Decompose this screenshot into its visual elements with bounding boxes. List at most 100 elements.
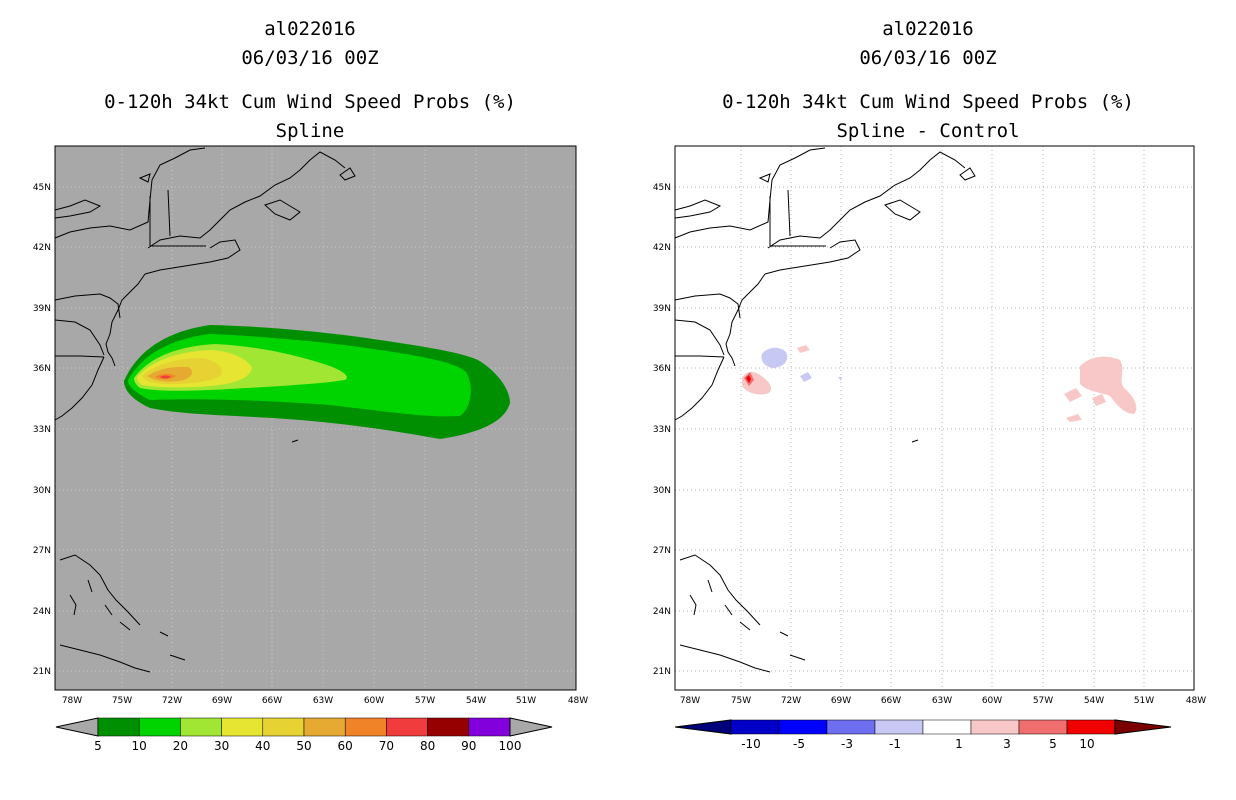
lon-label: 57W xyxy=(1033,696,1053,706)
lat-label: 45N xyxy=(33,183,51,193)
left-storm-id: al022016 xyxy=(264,18,356,40)
lon-label: 60W xyxy=(982,696,1002,706)
colorbar-swatch xyxy=(221,717,264,737)
diff-positive-area xyxy=(1080,356,1137,414)
colorbar-swatch xyxy=(386,717,428,737)
left-coastlines xyxy=(54,147,356,673)
diff-positive-area xyxy=(746,375,751,383)
colorbar-end-triangle xyxy=(674,719,732,735)
right-lat-labels: 45N 42N 39N 36N 33N 30N 27N 24N 21N xyxy=(653,183,671,677)
lon-label: 63W xyxy=(313,696,333,706)
lon-label: 66W xyxy=(262,696,282,706)
lon-label: 78W xyxy=(680,696,700,706)
colorbar-swatch xyxy=(138,717,181,737)
lon-label: 75W xyxy=(112,696,132,706)
lon-label: 72W xyxy=(162,696,182,706)
colorbar-swatch xyxy=(922,719,972,735)
lon-label: 63W xyxy=(932,696,952,706)
lon-label: 51W xyxy=(516,696,536,706)
colorbar-label: 100 xyxy=(499,739,522,753)
right-map-panel: 45N 42N 39N 36N 33N 30N 27N 24N 21N 78W … xyxy=(653,145,1206,751)
colorbar-swatch xyxy=(778,719,828,735)
right-storm-id: al022016 xyxy=(882,18,974,40)
right-difference-field xyxy=(742,345,1137,422)
lon-label: 75W xyxy=(731,696,751,706)
lat-label: 30N xyxy=(653,486,671,496)
colorbar-label: 5 xyxy=(94,739,102,753)
diff-positive-area xyxy=(1092,394,1106,406)
right-datetime: 06/03/16 00Z xyxy=(859,47,997,69)
lat-label: 30N xyxy=(33,486,51,496)
right-title: 0-120h 34kt Cum Wind Speed Probs (%) xyxy=(722,91,1134,113)
left-title: 0-120h 34kt Cum Wind Speed Probs (%) xyxy=(104,91,516,113)
colorbar-label: 10 xyxy=(1079,737,1094,751)
diff-positive-area xyxy=(797,345,810,353)
lat-label: 33N xyxy=(33,425,51,435)
right-coastlines xyxy=(674,147,976,673)
colorbar-swatch xyxy=(303,717,346,737)
colorbar-label: -10 xyxy=(741,737,761,751)
lon-label: 60W xyxy=(364,696,384,706)
lat-label: 45N xyxy=(653,183,671,193)
colorbar-swatch xyxy=(344,717,387,737)
colorbar-swatch xyxy=(1018,719,1068,735)
lat-label: 42N xyxy=(33,243,51,253)
lon-label: 69W xyxy=(831,696,851,706)
lon-label: 54W xyxy=(1084,696,1104,706)
diff-negative-area xyxy=(838,377,842,381)
colorbar-label: 5 xyxy=(1049,737,1057,751)
right-map-background xyxy=(675,146,1194,690)
colorbar-swatch xyxy=(427,717,470,737)
left-datetime: 06/03/16 00Z xyxy=(241,47,379,69)
colorbar-label: 30 xyxy=(214,739,229,753)
lon-label: 57W xyxy=(415,696,435,706)
lon-label: 69W xyxy=(212,696,232,706)
lat-label: 42N xyxy=(653,243,671,253)
colorbar-swatch xyxy=(97,717,140,737)
left-subtitle: Spline xyxy=(275,120,345,142)
colorbar-end-triangle xyxy=(55,717,99,737)
diff-positive-area xyxy=(1066,414,1082,422)
lat-label: 24N xyxy=(653,607,671,617)
colorbar-label: 40 xyxy=(255,739,270,753)
colorbar-label: -1 xyxy=(889,737,901,751)
lon-label: 48W xyxy=(1186,696,1206,706)
colorbar-label: 90 xyxy=(461,739,476,753)
lon-label: 72W xyxy=(781,696,801,706)
lat-label: 27N xyxy=(653,546,671,556)
colorbar-swatch xyxy=(468,717,511,737)
left-lon-labels: 78W 75W 72W 69W 66W 63W 60W 57W 54W 51W … xyxy=(62,696,588,706)
lon-label: 48W xyxy=(568,696,588,706)
right-gridlines xyxy=(675,146,1194,690)
colorbar-swatch xyxy=(730,719,780,735)
prob-contour-70 xyxy=(160,375,171,379)
colorbar-label: 20 xyxy=(173,739,188,753)
left-map-frame xyxy=(54,145,577,691)
lon-label: 54W xyxy=(466,696,486,706)
colorbar-label: 3 xyxy=(1003,737,1011,751)
colorbar-label: 70 xyxy=(379,739,394,753)
colorbar-swatch xyxy=(1066,719,1116,735)
lat-label: 33N xyxy=(653,425,671,435)
colorbar-end-triangle xyxy=(509,717,553,737)
right-map-frame xyxy=(674,145,1195,691)
colorbar-swatch xyxy=(262,717,305,737)
lon-label: 66W xyxy=(881,696,901,706)
left-probability-swath xyxy=(124,325,510,439)
lat-label: 27N xyxy=(33,546,51,556)
diff-negative-area xyxy=(761,347,788,368)
lat-label: 36N xyxy=(33,364,51,374)
lat-label: 36N xyxy=(653,364,671,374)
diff-negative-area xyxy=(800,372,812,382)
colorbar-label: -5 xyxy=(793,737,805,751)
diff-positive-area xyxy=(1064,388,1082,402)
lat-label: 21N xyxy=(653,667,671,677)
colorbar-swatch xyxy=(180,717,222,737)
left-lat-labels: 45N 42N 39N 36N 33N 30N 27N 24N 21N xyxy=(33,183,51,677)
left-map-panel: 45N 42N 39N 36N 33N 30N 27N 24N 21N 78W … xyxy=(33,145,588,753)
lat-label: 21N xyxy=(33,667,51,677)
colorbar-label: 50 xyxy=(296,739,311,753)
colorbar-label: 10 xyxy=(132,739,147,753)
colorbar-label: 1 xyxy=(955,737,963,751)
colorbar-label: 80 xyxy=(420,739,435,753)
